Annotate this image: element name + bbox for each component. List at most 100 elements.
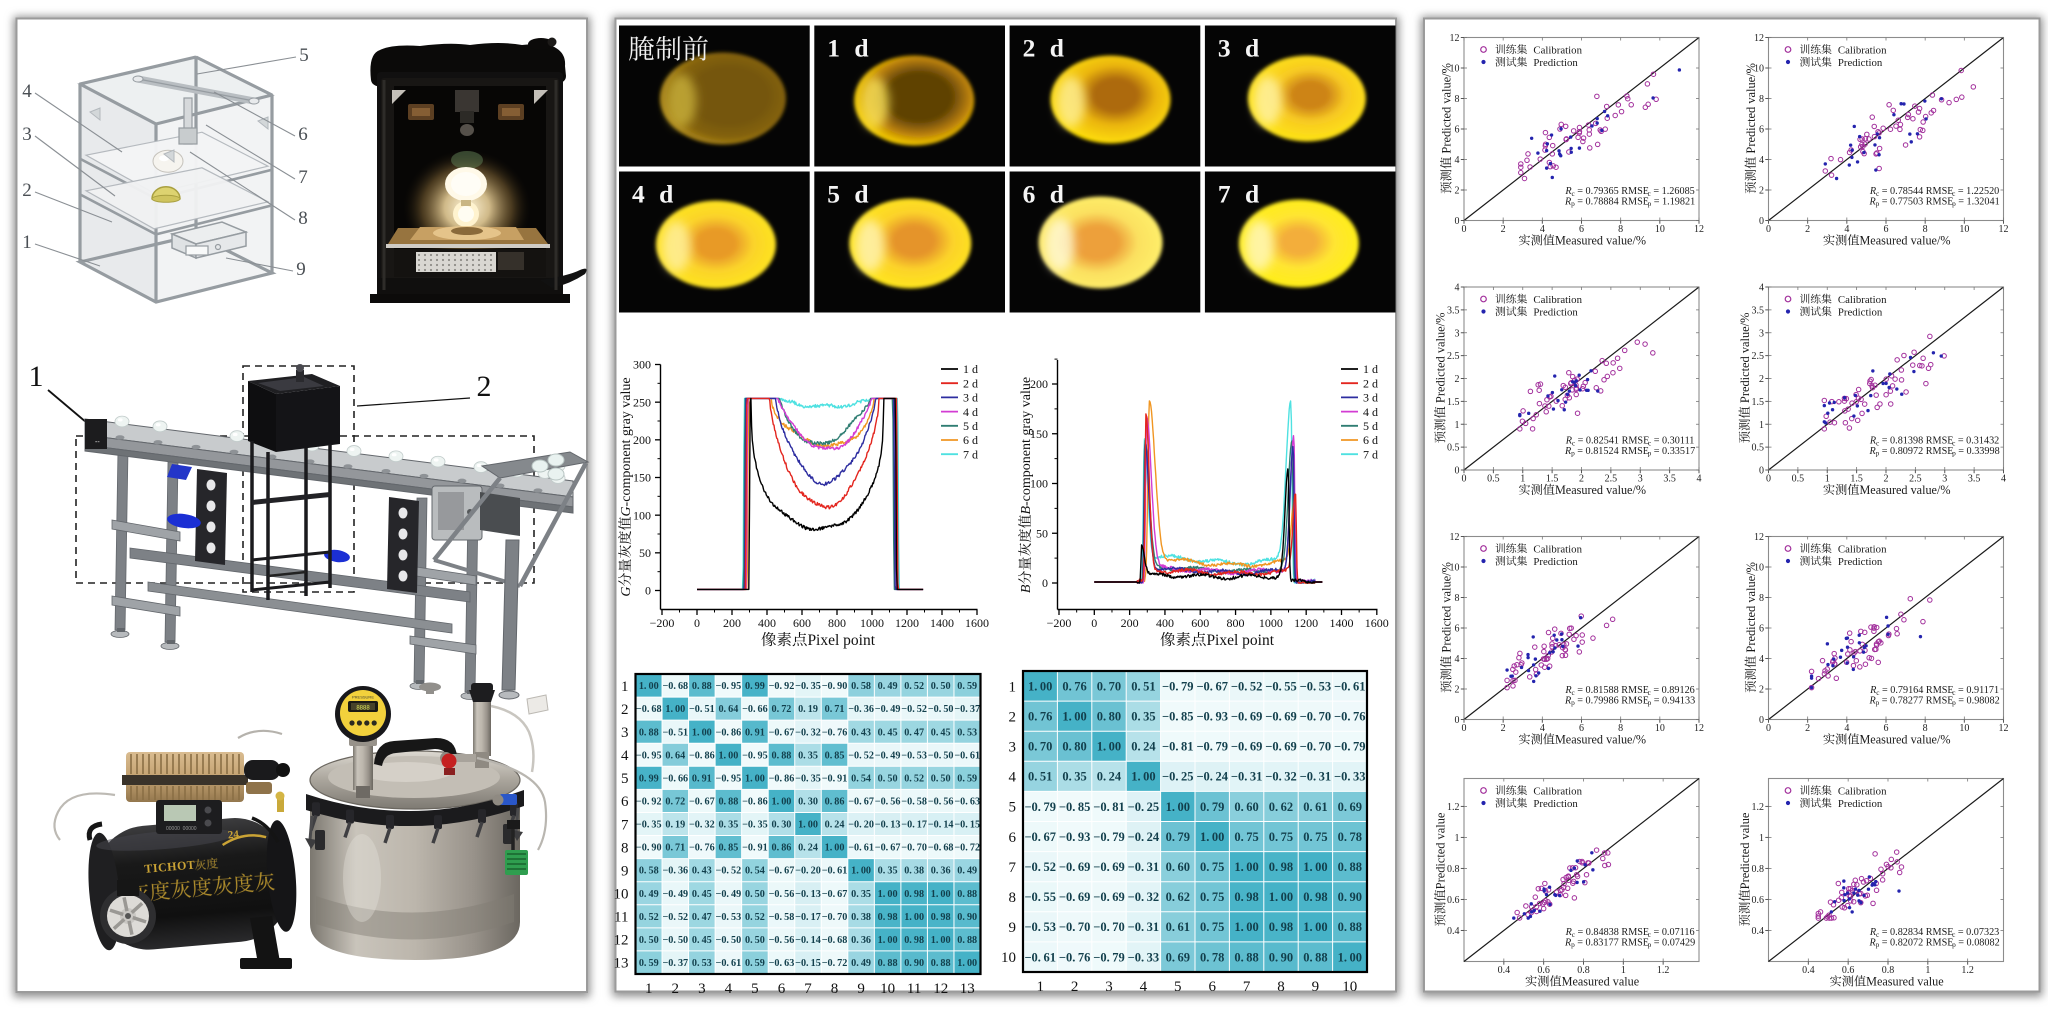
svg-text:−0. 24: −0. 24	[1128, 830, 1160, 844]
svg-text:−0. 70: −0. 70	[1093, 920, 1125, 934]
svg-text:−0. 67: −0. 67	[769, 727, 795, 738]
svg-text:4: 4	[2001, 474, 2006, 485]
svg-text:8: 8	[1923, 224, 1928, 235]
svg-text:7 d: 7 d	[1218, 180, 1263, 209]
svg-text:R: R	[1564, 695, 1572, 706]
svg-text:1. 00: 1. 00	[957, 958, 977, 969]
svg-text:2: 2	[477, 370, 492, 403]
svg-text:0. 75: 0. 75	[1303, 830, 1327, 844]
svg-text:9: 9	[296, 259, 306, 280]
svg-text:10: 10	[880, 981, 895, 997]
svg-text:Pixel point: Pixel point	[1206, 632, 1274, 649]
svg-text:−0. 35: −0. 35	[636, 820, 662, 831]
svg-text:0. 50: 0. 50	[639, 935, 659, 946]
svg-text:4: 4	[1009, 770, 1017, 786]
svg-text:−0. 53: −0. 53	[901, 750, 927, 761]
svg-text:0. 53: 0. 53	[957, 727, 977, 738]
svg-text:−0. 67: −0. 67	[822, 889, 848, 900]
svg-text:12: 12	[1754, 33, 1764, 44]
svg-text:−0. 72: −0. 72	[954, 843, 980, 854]
svg-text:-component gray value: -component gray value	[619, 377, 634, 506]
svg-text:12: 12	[1754, 532, 1764, 543]
svg-text:0.5: 0.5	[1447, 443, 1460, 454]
svg-text:−0. 69: −0. 69	[1059, 860, 1091, 874]
svg-text:0. 98: 0. 98	[1234, 890, 1258, 904]
svg-text:0. 98: 0. 98	[904, 889, 924, 900]
svg-text:5 d: 5 d	[963, 419, 978, 433]
svg-text:0. 78: 0. 78	[1338, 830, 1362, 844]
svg-text:0. 52: 0. 52	[904, 681, 924, 692]
svg-text:0. 88: 0. 88	[772, 750, 792, 761]
svg-text:0.6: 0.6	[1447, 895, 1460, 906]
svg-text:600: 600	[1191, 616, 1209, 630]
svg-text:0. 50: 0. 50	[931, 681, 951, 692]
svg-text:0. 24: 0. 24	[1131, 740, 1156, 754]
svg-text:−0. 52: −0. 52	[848, 750, 874, 761]
svg-text:Prediction: Prediction	[1838, 306, 1883, 318]
svg-text:4: 4	[1759, 283, 1764, 294]
svg-text:c: c	[1876, 189, 1880, 198]
svg-text:0. 35: 0. 35	[1131, 710, 1155, 724]
svg-text:−0. 61: −0. 61	[716, 958, 742, 969]
svg-text:12: 12	[1999, 723, 2009, 734]
svg-text:1. 00: 1. 00	[878, 935, 898, 946]
svg-text:3: 3	[22, 124, 32, 145]
svg-text:400: 400	[758, 616, 776, 630]
svg-text:−0. 52: −0. 52	[716, 866, 742, 877]
svg-text:c: c	[1648, 688, 1652, 697]
svg-text:1. 00: 1. 00	[904, 912, 924, 923]
svg-text:0. 79: 0. 79	[1166, 830, 1190, 844]
svg-text:0. 90: 0. 90	[904, 958, 924, 969]
svg-text:= 0.77503 RMSE: = 0.77503 RMSE	[1879, 196, 1953, 207]
svg-text:0. 80: 0. 80	[1062, 740, 1086, 754]
svg-text:3.5: 3.5	[1663, 474, 1676, 485]
svg-text:3 d: 3 d	[1218, 34, 1263, 63]
svg-text:Calibration: Calibration	[1533, 294, 1582, 306]
svg-text:0. 35: 0. 35	[1062, 770, 1086, 784]
svg-text:−200: −200	[1047, 616, 1072, 630]
svg-text:−0. 68: −0. 68	[928, 843, 954, 854]
svg-text:0.8: 0.8	[1752, 864, 1765, 875]
svg-text:−0. 70: −0. 70	[1300, 710, 1332, 724]
svg-text:1. 00: 1. 00	[1303, 920, 1327, 934]
svg-text:12: 12	[1450, 33, 1460, 44]
svg-text:0. 24: 0. 24	[1097, 770, 1122, 784]
svg-text:p: p	[1876, 199, 1880, 208]
svg-text:p: p	[1571, 698, 1575, 707]
svg-text:= 0.79986 RMSE: = 0.79986 RMSE	[1575, 695, 1649, 706]
svg-text:= 0.78884 RMSE: = 0.78884 RMSE	[1575, 196, 1649, 207]
svg-text:−0. 76: −0. 76	[689, 843, 715, 854]
svg-text:Prediction: Prediction	[1838, 798, 1883, 810]
svg-text:G: G	[619, 506, 634, 516]
svg-text:Prediction: Prediction	[1533, 57, 1578, 69]
svg-text:2: 2	[1579, 474, 1584, 485]
svg-text:−0. 68: −0. 68	[636, 704, 662, 715]
svg-text:= 1.19821: = 1.19821	[1651, 196, 1695, 207]
svg-text:0. 61: 0. 61	[1303, 800, 1327, 814]
svg-text:0. 99: 0. 99	[745, 681, 765, 692]
svg-text:p: p	[1876, 698, 1880, 707]
svg-text:6: 6	[621, 794, 629, 810]
svg-text:1400: 1400	[930, 616, 954, 630]
svg-text:−0. 69: −0. 69	[1265, 740, 1297, 754]
svg-text:−0. 36: −0. 36	[662, 866, 688, 877]
svg-text:= 0.79164 RMSE: = 0.79164 RMSE	[1879, 685, 1953, 696]
svg-text:1. 00: 1. 00	[1200, 830, 1224, 844]
svg-text:−0. 95: −0. 95	[742, 750, 768, 761]
svg-text:0. 98: 0. 98	[1303, 890, 1327, 904]
svg-text:1. 00: 1. 00	[1303, 860, 1327, 874]
svg-text:R: R	[1868, 695, 1876, 706]
svg-text:10: 10	[1754, 563, 1764, 574]
svg-text:R: R	[1868, 196, 1876, 207]
svg-text:−0. 33: −0. 33	[1334, 770, 1366, 784]
svg-text:3.5: 3.5	[1968, 474, 1981, 485]
svg-text:Measured value: Measured value	[1562, 975, 1640, 989]
svg-text:12: 12	[1999, 224, 2009, 235]
svg-text:0. 90: 0. 90	[1338, 890, 1362, 904]
svg-text:0. 98: 0. 98	[1269, 920, 1293, 934]
svg-text:0. 88: 0. 88	[1234, 950, 1258, 964]
svg-text:= 1.32041: = 1.32041	[1956, 196, 2000, 207]
svg-text:−0. 61: −0. 61	[1024, 950, 1056, 964]
svg-text:1.5: 1.5	[1752, 397, 1765, 408]
svg-text:−200: −200	[650, 616, 675, 630]
